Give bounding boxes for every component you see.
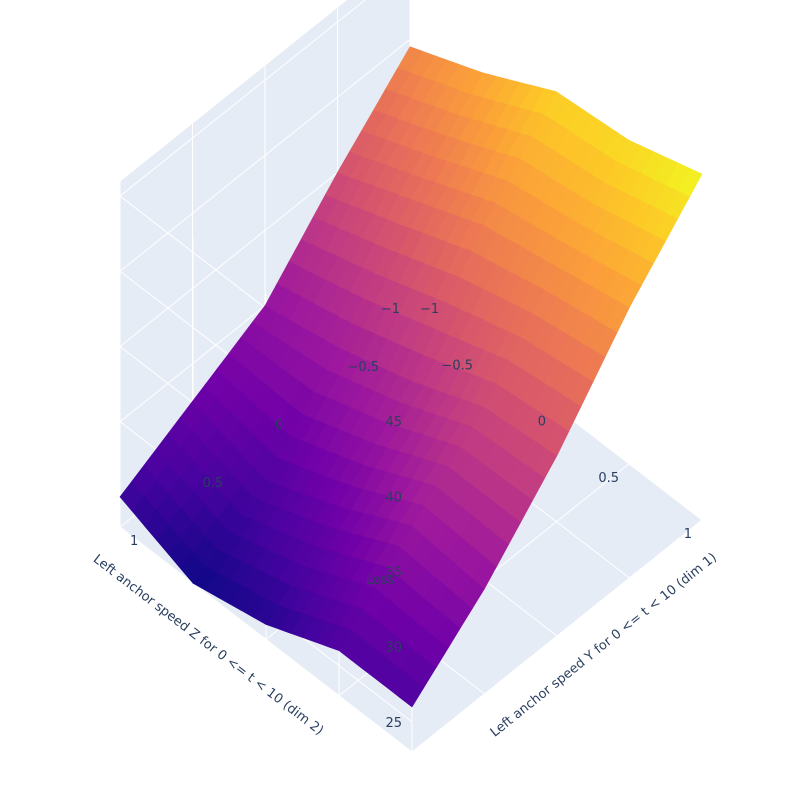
y-tick-label: −0.5 [441,358,473,373]
x-tick-label: −1 [420,302,439,317]
surface-patch [397,46,423,73]
x-tick-label: 0 [275,418,283,433]
y-tick-label: −1 [381,302,400,317]
z-tick-label: 30 [385,641,402,656]
z-axis-title: Loss [366,573,395,588]
y-tick-label: 0 [538,415,546,430]
grid-line [119,38,411,272]
grid-line [119,0,366,197]
x-tick-label: 0.5 [203,476,224,491]
z-tick-label: 40 [385,490,402,505]
y-tick-label: 0.5 [598,471,619,486]
tick-labels: 25 30 35 40 45 −1 −0.5 0 0.5 1 −1 −0.5 0 0.5 1 [130,302,692,731]
x-tick-label: 1 [130,534,138,549]
x-tick-label: −0.5 [348,360,380,375]
z-tick-label: 25 [385,716,402,731]
z-tick-label: 45 [385,415,402,430]
loss-surface[interactable] [119,46,703,708]
y-tick-label: 1 [684,527,692,542]
z-tick-label: 35 [385,565,402,580]
